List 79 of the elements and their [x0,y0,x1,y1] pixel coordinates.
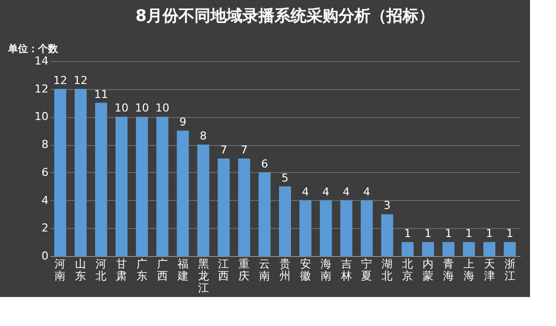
chart-title: 8月份不同地域录播系统采购分析（招标） [135,6,435,25]
x-tick-label: 上海 [463,258,474,282]
bar [116,116,128,256]
y-tick-label: 6 [42,166,48,179]
x-tick-label: 甘肃 [116,258,128,282]
y-tick-label: 0 [42,250,48,262]
bar [299,200,312,256]
bar [462,242,475,256]
data-label: 5 [282,171,288,184]
bar [218,158,230,256]
x-tick-label: 湖北 [382,258,393,282]
data-label: 4 [322,185,330,198]
bar [442,242,454,256]
bar [258,172,271,256]
bar [54,88,66,256]
y-tick-label: 2 [42,222,48,235]
x-tick-label: 宁夏 [361,258,372,282]
bar [279,186,291,256]
bar [95,102,108,256]
x-tick-label: 江西 [218,258,230,282]
data-label: 1 [444,227,452,240]
data-label: 1 [465,227,472,240]
bar [156,116,168,256]
data-label: 10 [155,102,170,115]
data-label: 4 [302,185,309,198]
data-label: 12 [74,74,88,87]
data-label: 1 [404,227,412,240]
bar [74,88,87,256]
y-tick-label: 4 [42,194,48,207]
x-tick-label: 河北 [96,258,107,282]
bar [197,144,210,256]
data-label: 1 [486,227,493,240]
x-tick-label: 广西 [156,258,168,282]
x-tick-label: 海南 [320,258,332,282]
data-label: 9 [179,116,186,129]
y-tick-label: 10 [34,110,48,124]
y-tick-label: 14 [34,54,48,68]
bar [360,200,373,256]
bar [136,116,148,256]
bar [176,130,189,256]
data-label: 10 [134,102,149,115]
data-label: 12 [53,74,68,87]
x-tick-label: 山东 [75,258,86,282]
y-tick-label: 8 [42,138,48,152]
data-label: 4 [342,185,350,198]
x-tick-label: 黑龙江 [198,258,209,294]
x-tick-label: 福建 [176,258,188,282]
y-tick-label: 12 [34,82,48,96]
data-label: 7 [240,144,248,156]
data-label: 11 [94,88,108,101]
x-tick-label: 青海 [442,258,454,282]
x-tick-label: 重庆 [238,258,250,282]
bar [340,200,352,256]
x-tick-label: 安徽 [300,258,311,282]
data-label: 1 [506,227,514,240]
data-label: 3 [384,199,391,212]
bar [483,242,496,256]
x-tick-label: 浙江 [504,258,516,282]
x-tick-label: 内蒙 [422,258,434,282]
x-tick-label: 广东 [136,258,148,282]
data-label: 1 [424,227,432,240]
bar [320,200,332,256]
data-label: 7 [220,144,228,156]
data-label: 10 [114,102,129,115]
bar [422,242,434,256]
x-tick-label: 北京 [402,258,414,282]
y-axis-title: 单位：个数 [7,43,59,55]
x-tick-label: 吉林 [340,258,352,282]
x-tick-label: 云南 [259,258,270,282]
bar [504,242,516,256]
data-label: 8 [200,130,207,143]
bar [238,158,250,256]
bar [381,214,394,256]
data-label: 6 [261,157,268,170]
data-label: 4 [363,185,370,198]
bar [402,242,414,256]
x-tick-label: 河南 [54,258,66,282]
x-tick-label: 贵州 [280,258,290,282]
x-tick-label: 天津 [484,258,495,282]
